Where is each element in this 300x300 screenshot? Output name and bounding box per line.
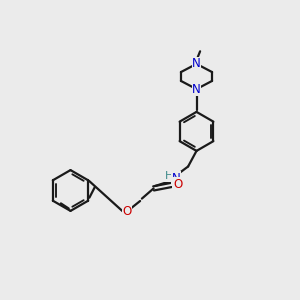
Text: O: O — [122, 205, 131, 218]
Text: N: N — [192, 82, 201, 96]
Text: O: O — [173, 178, 182, 191]
Text: N: N — [171, 172, 180, 185]
Text: H: H — [164, 171, 173, 182]
Text: N: N — [192, 57, 201, 70]
